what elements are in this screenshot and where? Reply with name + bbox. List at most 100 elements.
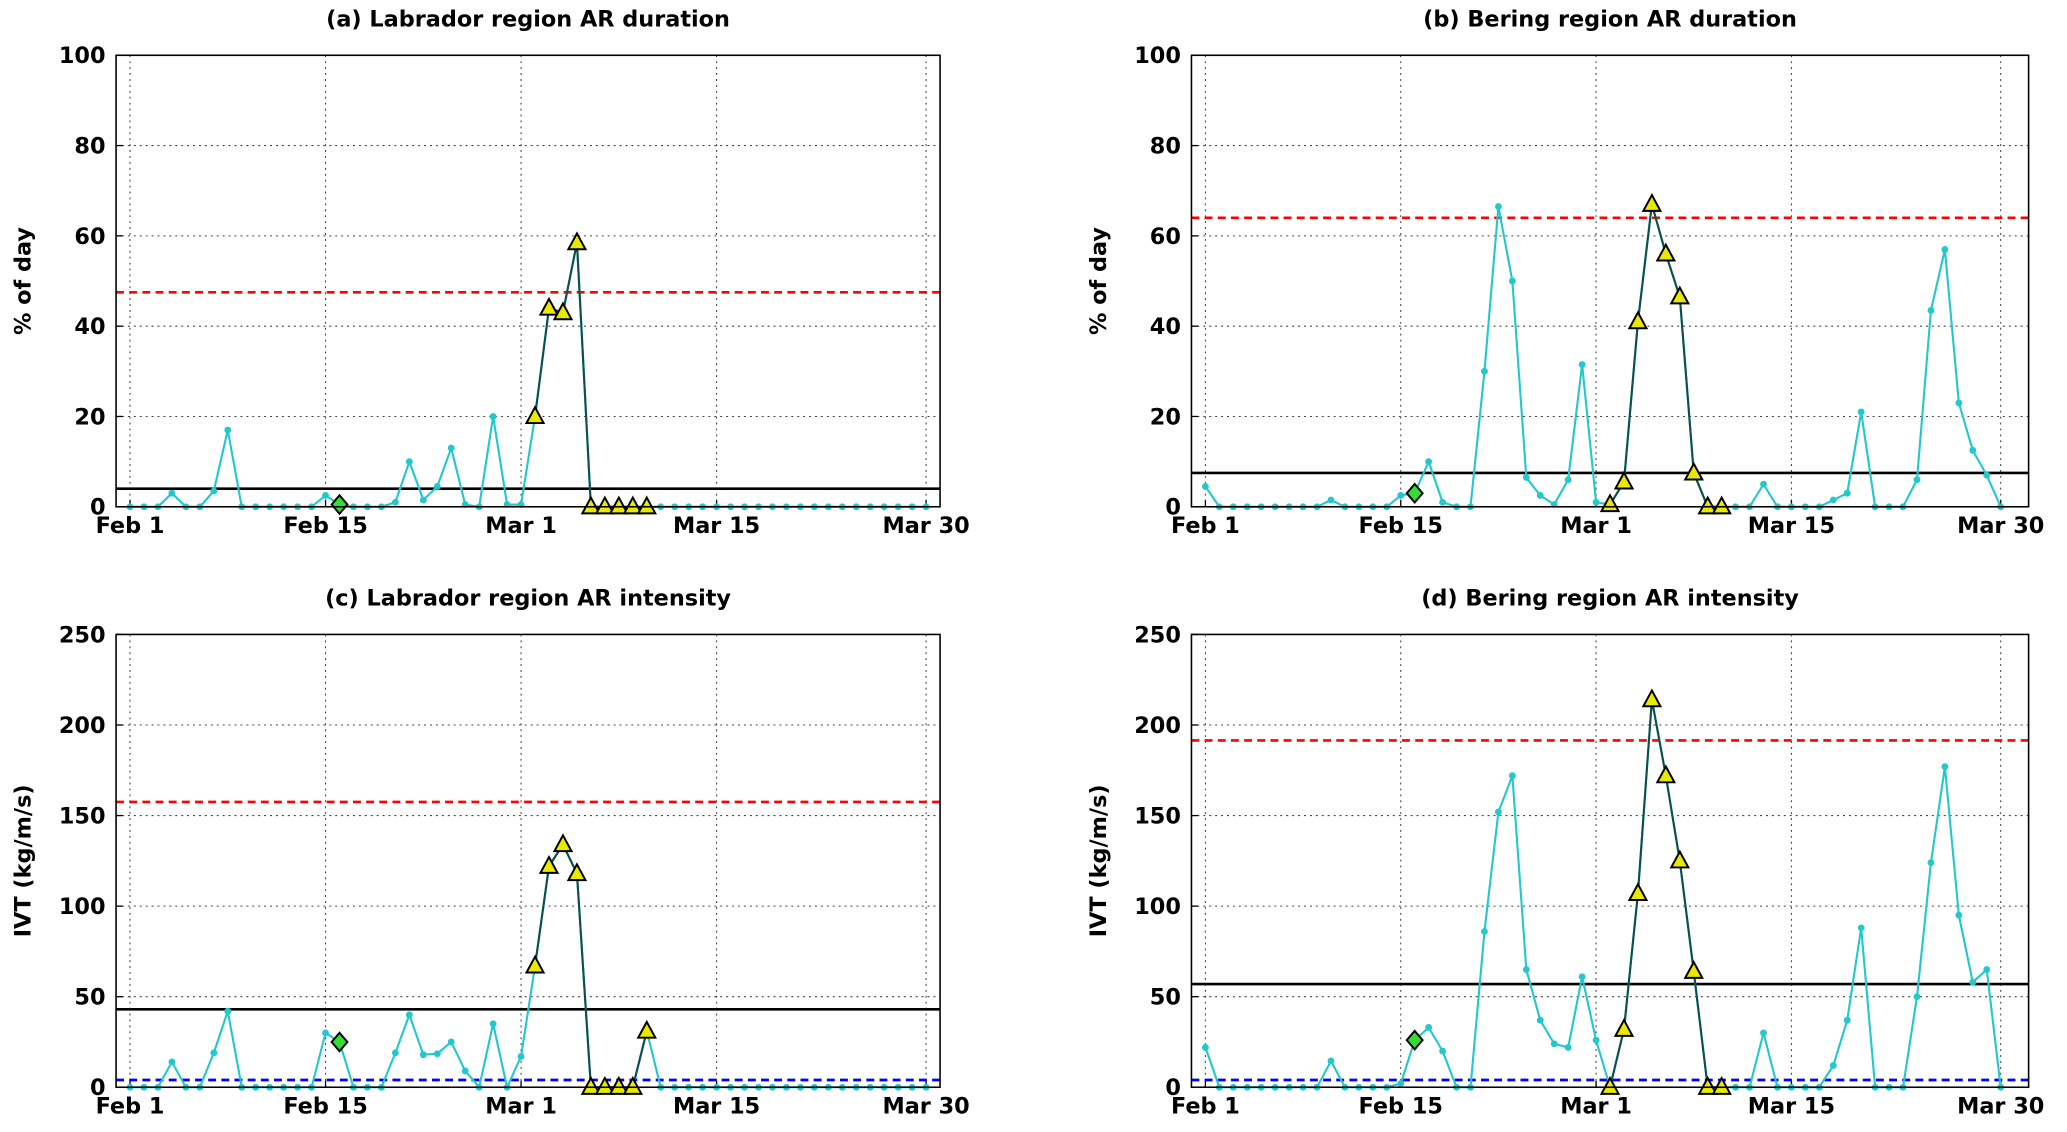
y-tick-label: 0 [1165, 495, 1181, 521]
point [1913, 993, 1921, 1001]
x-tick-label: Feb 15 [283, 513, 367, 539]
triangle-marker [1627, 310, 1649, 330]
point [1481, 928, 1488, 935]
point [517, 1053, 525, 1060]
triangle-marker [1683, 461, 1704, 481]
point [1927, 859, 1935, 867]
x-tick-label: Mar 15 [673, 513, 760, 539]
point [447, 444, 455, 452]
plot-frame [1190, 54, 2030, 508]
point [322, 1029, 329, 1037]
triangle-marker [594, 1075, 616, 1095]
y-tick-label: 0 [90, 1075, 106, 1101]
triangle-marker [608, 1075, 630, 1095]
point [1592, 1036, 1600, 1044]
y-tick-label: 200 [1134, 713, 1181, 739]
point [1969, 446, 1977, 454]
triangle-marker [622, 495, 644, 515]
point [224, 426, 232, 434]
series-line [533, 242, 647, 508]
y-tick-label: 40 [74, 314, 105, 340]
point [1522, 966, 1530, 973]
point [1494, 203, 1502, 210]
y-tick-label: 20 [1150, 404, 1181, 430]
chart-title: (d) Bering region AR intensity [1421, 585, 1799, 611]
point [1201, 1043, 1209, 1051]
x-tick-label: Feb 1 [1171, 513, 1240, 539]
y-tick-label: 100 [1134, 894, 1181, 920]
point [433, 483, 441, 490]
triangle-marker [636, 1019, 657, 1039]
y-axis-label: % of day [1086, 227, 1112, 335]
y-tick-label: 250 [1134, 622, 1181, 648]
series-line [1204, 203, 2002, 508]
point [1536, 1016, 1544, 1024]
point [1843, 489, 1851, 497]
y-tick-label: 60 [1150, 224, 1181, 250]
triangle-marker [1669, 285, 1691, 305]
triangle-marker [580, 1075, 602, 1095]
triangle-marker [594, 495, 616, 515]
point [1494, 808, 1502, 816]
y-tick-label: 150 [1134, 803, 1181, 829]
y-tick-label: 50 [1150, 985, 1181, 1011]
triangle-marker [1655, 242, 1677, 262]
y-tick-label: 50 [74, 985, 105, 1011]
x-tick-label: Mar 1 [1560, 1094, 1632, 1120]
point [1843, 1016, 1851, 1024]
diamond-marker [330, 493, 349, 516]
series-line [130, 242, 927, 508]
point [489, 413, 497, 420]
point [1522, 473, 1530, 481]
y-tick-label: 0 [90, 495, 106, 521]
point [461, 1067, 469, 1075]
point [210, 487, 218, 495]
triangle-marker [1683, 960, 1704, 979]
triangle-marker [1599, 1075, 1621, 1095]
point [405, 458, 413, 466]
point [1508, 277, 1516, 285]
point [210, 1049, 218, 1057]
y-tick-label: 20 [74, 404, 105, 430]
y-axis-label: IVT (kg/m/s) [1086, 784, 1112, 937]
point [1857, 924, 1865, 932]
point [419, 496, 427, 504]
point [1397, 492, 1405, 499]
triangle-marker [580, 495, 602, 515]
point [1913, 476, 1921, 484]
diamond-marker [330, 1031, 349, 1053]
y-tick-label: 250 [59, 622, 106, 648]
x-tick-label: Mar 1 [485, 513, 557, 539]
diamond-marker [1405, 1029, 1424, 1051]
x-tick-label: Feb 1 [1171, 1094, 1240, 1120]
x-tick-label: Feb 15 [1359, 513, 1443, 539]
y-tick-label: 150 [59, 803, 106, 829]
point [1941, 245, 1949, 253]
triangle-marker [566, 862, 588, 882]
triangle-marker [1655, 764, 1677, 784]
point [168, 489, 176, 497]
x-tick-label: Feb 1 [96, 513, 165, 539]
triangle-marker [1641, 688, 1663, 708]
point [419, 1051, 427, 1059]
plot-frame [115, 54, 941, 508]
x-tick-label: Feb 15 [283, 1094, 367, 1120]
plot-frame [115, 633, 941, 1089]
triangle-marker [622, 1075, 644, 1095]
point [447, 1038, 455, 1046]
point [489, 1020, 497, 1028]
y-tick-label: 80 [1150, 133, 1181, 159]
point [1425, 458, 1433, 466]
point [1578, 973, 1586, 981]
point [1508, 772, 1516, 780]
triangle-marker [538, 854, 560, 874]
x-tick-label: Mar 30 [1957, 513, 2044, 539]
triangle-marker [552, 833, 574, 853]
triangle-marker [1641, 192, 1663, 212]
y-tick-label: 0 [1165, 1075, 1181, 1101]
point [168, 1058, 176, 1066]
triangle-marker [1613, 1018, 1635, 1037]
y-tick-label: 100 [59, 43, 106, 69]
point [1564, 476, 1572, 484]
